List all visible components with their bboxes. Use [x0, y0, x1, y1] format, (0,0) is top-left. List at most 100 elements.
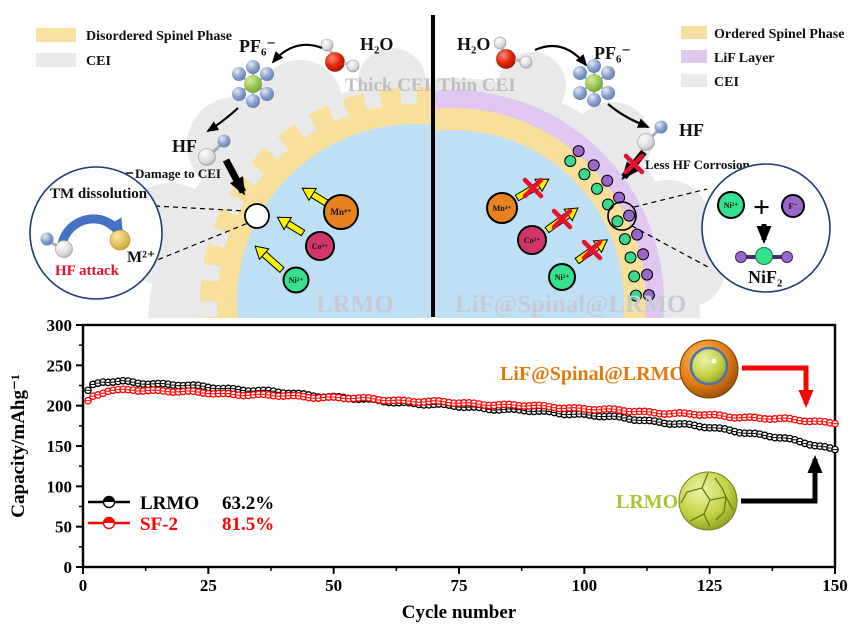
nif2-circle: Ni²⁺ + F⁻ NiF₂	[631, 163, 831, 293]
sphere-cracks	[680, 472, 734, 528]
hf-label-left: HF	[172, 136, 197, 156]
coated-annotation-arrow	[742, 365, 814, 408]
coated-core-label: LiF@Spinal@LRMO	[455, 291, 686, 318]
hf-molecule-right	[637, 120, 668, 151]
pf6-molecule-right	[573, 59, 615, 107]
svg-text:150: 150	[822, 576, 848, 595]
less-hf-corrosion-label: Less HF Corrosion	[645, 157, 750, 172]
chart-legend: LRMO 63.2% SF-2 81.5%	[88, 493, 274, 535]
svg-text:F⁻: F⁻	[788, 202, 797, 211]
pf6-molecule-left	[232, 60, 274, 108]
red-x-less-hf	[623, 153, 645, 175]
svg-text:75: 75	[451, 576, 468, 595]
cei-hole	[244, 203, 270, 229]
thin-cei-label: Thin CEI	[438, 75, 516, 96]
hf-molecule-left	[198, 134, 231, 166]
svg-text:125: 125	[697, 576, 723, 595]
h2o-molecule-left	[320, 38, 360, 73]
nif2-molecule	[735, 247, 793, 265]
tm-dissolution-label: TM dissolution	[50, 186, 148, 202]
legend-label-lif: LiF Layer	[714, 51, 775, 66]
tm-dissolution-arrow	[57, 214, 125, 246]
mn-ion-left	[323, 194, 359, 230]
svg-text:300: 300	[47, 316, 73, 335]
axis-ticks: 0 50 100 150 200 250 300 0 25 50 75 100 125 150	[47, 316, 848, 595]
plus-sign: +	[753, 191, 770, 224]
damage-to-cei-label: Damage to CEI	[135, 166, 221, 181]
pf6-to-hf-arrow-right	[607, 103, 650, 129]
svg-text:Ni²⁺: Ni²⁺	[289, 276, 304, 285]
ni-ion-right	[548, 263, 576, 291]
svg-text:Mn⁴⁺: Mn⁴⁺	[331, 207, 352, 217]
h2o-to-pf6-arrow-right	[534, 45, 588, 67]
lrmo-core-label: LRMO	[316, 291, 394, 318]
left-legend: Disordered Spinel Phase CEI	[36, 28, 232, 69]
chain-zoom-circle	[607, 201, 637, 231]
legend-swatch-lif	[681, 50, 707, 63]
coated-sphere-image	[679, 339, 739, 399]
h2o-to-pf6-arrow-left	[271, 43, 323, 64]
svg-text:200: 200	[47, 397, 73, 416]
legend-series-retention: 81.5%	[222, 514, 274, 535]
svg-text:250: 250	[47, 356, 73, 375]
pf6-label-left: PF₆⁻	[239, 36, 276, 56]
y-axis-title: Capacity/mAhg⁻¹	[8, 374, 29, 517]
annotation-coated-label: LiF@Spinal@LRMO	[500, 363, 685, 385]
damage-arrow	[222, 158, 247, 196]
nif-dot-chain	[564, 145, 655, 302]
h2o-label-right: H₂O	[457, 34, 490, 54]
legend-series-name: SF-2	[140, 514, 178, 535]
right-legend: Ordered Spinel Phase LiF Layer CEI	[681, 26, 844, 90]
svg-text:0: 0	[64, 558, 73, 577]
thick-cei-label: Thick CEI	[345, 75, 431, 96]
right-ions: Mn⁴⁺ Co³⁺ Ni²⁺	[486, 192, 576, 291]
lrmo-sphere-image	[678, 471, 738, 531]
svg-text:25: 25	[200, 576, 217, 595]
svg-text:50: 50	[325, 576, 342, 595]
svg-text:50: 50	[55, 518, 72, 537]
pf6-to-hf-arrow-left	[206, 107, 239, 133]
legend-swatch-disordered-spinel	[36, 28, 76, 42]
data-series	[84, 376, 839, 454]
legend-label-cei-right: CEI	[714, 75, 739, 90]
ni-ion-in-circle	[717, 191, 745, 219]
nif2-label: NiF₂	[748, 267, 782, 287]
cycling-chart: 0 50 100 150 200 250 300 0 25 50 75 100 125 150 LRMO 6…	[8, 316, 848, 623]
coated-particle	[435, 52, 724, 318]
left-ion-arrows	[254, 187, 336, 274]
svg-text:Co³⁺: Co³⁺	[524, 236, 540, 245]
legend-swatch-cei-right	[681, 74, 707, 87]
metal-ion-sphere	[109, 229, 131, 251]
svg-text:150: 150	[47, 437, 73, 456]
legend-swatch-ordered-spinel	[681, 26, 707, 39]
hf-label-right: HF	[679, 120, 704, 140]
red-x-blocked-ions	[522, 177, 603, 261]
ni-ion-left	[282, 266, 310, 294]
left-ions: Mn⁴⁺ Co³⁺ Ni²⁺	[282, 194, 359, 294]
svg-text:100: 100	[572, 576, 598, 595]
annotation-lrmo-label: LRMO	[616, 491, 678, 513]
legend-series-retention: 63.2%	[222, 493, 274, 514]
svg-text:Ni²⁺: Ni²⁺	[724, 201, 739, 210]
svg-text:Ni²⁺: Ni²⁺	[555, 273, 570, 282]
tm-dissolution-circle: TM dissolution HF attack M²⁺	[29, 166, 249, 300]
svg-text:100: 100	[47, 477, 73, 496]
lrmo-annotation-arrow	[741, 455, 823, 504]
co-ion-right	[517, 225, 547, 255]
coated-core	[435, 130, 624, 318]
hf-molecule-in-circle	[40, 232, 73, 258]
x-axis-title: Cycle number	[402, 602, 517, 623]
m2plus-label: M²⁺	[127, 249, 155, 266]
co-ion-left	[305, 231, 335, 261]
legend-swatch-cei-left	[36, 53, 76, 67]
legend-label-ordered-spinel: Ordered Spinel Phase	[714, 27, 844, 42]
svg-text:Mn⁴⁺: Mn⁴⁺	[493, 204, 512, 213]
f-ion-in-circle	[781, 194, 805, 218]
h2o-label-left: H₂O	[360, 34, 393, 54]
svg-text:0: 0	[79, 576, 88, 595]
legend-series-name: LRMO	[140, 493, 199, 514]
mn-ion-right	[486, 192, 518, 224]
legend-label-cei-left: CEI	[86, 54, 111, 69]
